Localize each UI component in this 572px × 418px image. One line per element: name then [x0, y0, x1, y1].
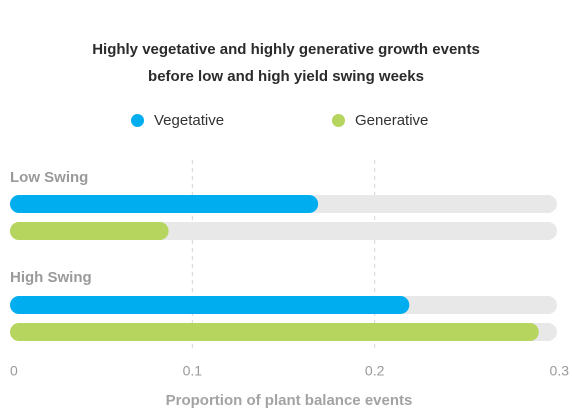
legend: Vegetative Generative [0, 112, 572, 134]
legend-swatch-generative [332, 114, 345, 127]
bar-generative-1 [10, 323, 539, 341]
x-tick-label-1: 0.1 [183, 363, 203, 379]
chart-title-line-2: before low and high yield swing weeks [148, 68, 424, 85]
x-tick-label-2: 0.2 [365, 363, 385, 379]
x-axis-label: Proportion of plant balance events [166, 392, 413, 409]
chart-title-line-1: Highly vegetative and highly generative … [92, 41, 480, 58]
legend-label-generative: Generative [355, 112, 429, 129]
legend-swatch-vegetative [131, 114, 144, 127]
bar-generative-0 [10, 222, 169, 240]
bar-vegetative-0 [10, 195, 319, 213]
chart-title: Highly vegetative and highly generative … [0, 36, 572, 90]
category-label-0: Low Swing [10, 169, 88, 186]
bar-vegetative-1 [10, 296, 410, 314]
legend-item-vegetative: Vegetative [131, 112, 224, 129]
legend-item-generative: Generative [332, 112, 428, 129]
x-tick-label-0: 0 [10, 363, 18, 379]
x-tick-label-3: 0.3 [550, 363, 570, 379]
legend-label-vegetative: Vegetative [154, 112, 225, 129]
category-label-1: High Swing [10, 269, 92, 286]
